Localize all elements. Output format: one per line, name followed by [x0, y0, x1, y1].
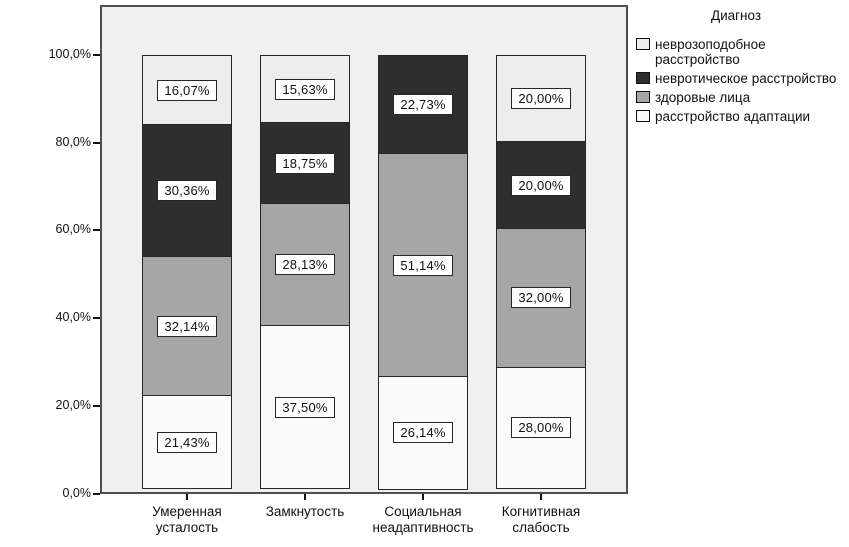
segment-value-label: 37,50% [275, 396, 335, 418]
legend-item-label: неврозоподобное расстройство [655, 37, 766, 67]
x-category-label: Замкнутость [265, 504, 345, 519]
segment-value-label: 15,63% [275, 78, 335, 100]
y-tick-mark [93, 317, 100, 320]
legend-swatch [636, 72, 650, 84]
bar-segment: 18,75% [260, 122, 350, 205]
segment-value-label: 21,43% [157, 431, 217, 453]
x-category-label: Социальная неадаптивность [372, 504, 474, 535]
bar-segment: 20,00% [496, 55, 586, 143]
segment-value-label: 51,14% [393, 254, 453, 276]
legend-item-label: расстройство адаптации [655, 109, 811, 124]
x-category-label: Когнитивная слабость [501, 504, 581, 535]
segment-value-label: 28,13% [275, 254, 335, 276]
bar-3: 22,73% 51,14% 26,14% [378, 55, 468, 492]
bar-segment: 51,14% [378, 153, 468, 377]
y-tick-mark [93, 492, 100, 495]
legend-title: Диагноз [710, 8, 762, 23]
legend-item: расстройство адаптации [636, 109, 848, 124]
x-tick-mark [304, 494, 306, 500]
x-tick-mark [422, 494, 424, 500]
legend: Диагноз неврозоподобное расстройство невр… [636, 8, 848, 128]
bar-segment: 15,63% [260, 55, 350, 124]
legend-swatch [636, 38, 650, 50]
x-category-label: Умеренная усталость [152, 504, 222, 535]
segment-value-label: 20,00% [511, 174, 571, 196]
y-tick-label: 100,0% [48, 47, 91, 61]
legend-item: здоровые лица [636, 90, 848, 105]
y-tick-mark [93, 229, 100, 232]
legend-swatch [636, 91, 650, 103]
bar-2: 15,63% 18,75% 28,13% 37,50% [260, 55, 350, 492]
segment-value-label: 30,36% [157, 180, 217, 202]
segment-value-label: 26,14% [393, 422, 453, 444]
segment-value-label: 18,75% [275, 152, 335, 174]
legend-item-label: невротическое расстройство [655, 71, 837, 86]
y-tick-label: 80,0% [55, 134, 91, 149]
legend-item: невротическое расстройство [636, 71, 848, 86]
y-tick-label: 60,0% [55, 222, 91, 237]
segment-value-label: 32,00% [511, 287, 571, 309]
y-tick-label: 20,0% [55, 397, 91, 412]
x-tick-mark [186, 494, 188, 500]
bar-4: 20,00% 20,00% 32,00% 28,00% [496, 55, 586, 492]
bar-1: 16,07% 30,36% 32,14% 21,43% [142, 55, 232, 492]
y-tick-label: 40,0% [55, 310, 91, 325]
x-axis: Умеренная усталость Замкнутость Социальная н… [142, 494, 586, 536]
segment-value-label: 20,00% [511, 88, 571, 110]
y-tick-mark [93, 141, 100, 144]
bars: 16,07% 30,36% 32,14% 21,43% 15,63% 18,75% 28,1… [142, 55, 586, 492]
chart-frame: 16,07% 30,36% 32,14% 21,43% 15,63% 18,75% 28,1… [100, 5, 628, 494]
segment-value-label: 16,07% [157, 79, 217, 101]
bar-segment: 30,36% [142, 124, 232, 257]
y-tick-mark [93, 54, 100, 56]
legend-item: неврозоподобное расстройство [636, 37, 848, 67]
segment-value-label: 22,73% [393, 94, 453, 116]
segment-value-label: 32,14% [157, 315, 217, 337]
bar-segment: 32,00% [496, 227, 586, 368]
legend-swatch [636, 110, 650, 122]
x-category-3: Социальная неадаптивность [373, 494, 474, 536]
x-category-1: Умеренная усталость [142, 494, 232, 536]
bar-segment: 37,50% [260, 325, 350, 490]
bar-segment: 28,13% [260, 203, 350, 327]
y-tick-mark [93, 404, 100, 407]
bar-segment: 28,00% [496, 366, 586, 489]
x-category-4: Когнитивная слабость [496, 494, 586, 536]
bar-segment: 20,00% [496, 141, 586, 229]
legend-items: неврозоподобное расстройство невротическо… [636, 37, 848, 124]
bar-segment: 26,14% [378, 375, 468, 491]
x-category-2: Замкнутость [260, 494, 350, 536]
legend-item-label: здоровые лица [655, 90, 751, 105]
bar-segment: 21,43% [142, 395, 232, 489]
x-tick-mark [540, 494, 542, 500]
bar-segment: 32,14% [142, 255, 232, 397]
y-tick-label: 0,0% [62, 485, 92, 500]
bar-segment: 16,07% [142, 55, 232, 126]
segment-value-label: 28,00% [511, 417, 571, 439]
bar-segment: 22,73% [378, 55, 468, 155]
